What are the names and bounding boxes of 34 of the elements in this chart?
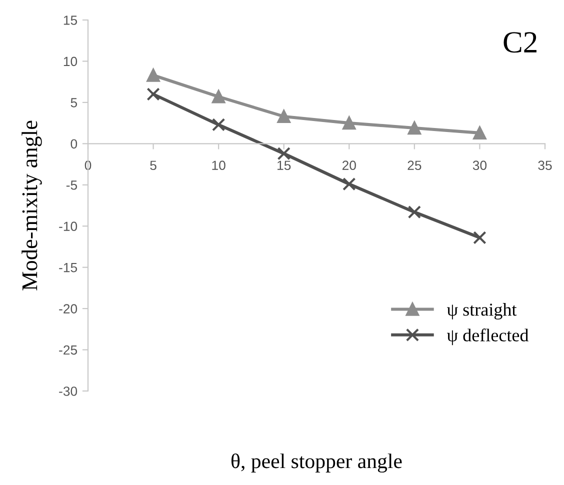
x-axis-title: θ, peel stopper angle xyxy=(231,453,402,473)
y-tick-label: -15 xyxy=(59,263,78,272)
y-tick-label: 0 xyxy=(70,139,78,149)
point xyxy=(212,118,226,132)
y-tick-label: -20 xyxy=(59,304,78,314)
point xyxy=(277,110,290,124)
x-tick-label: 20 xyxy=(342,160,356,170)
x-tick-label: 15 xyxy=(278,160,291,170)
point xyxy=(473,231,486,244)
point xyxy=(342,116,356,130)
point xyxy=(277,146,290,160)
point xyxy=(146,68,160,82)
x-tick-label: 5 xyxy=(150,160,156,170)
y-tick-label: -10 xyxy=(59,222,78,232)
y-tick-label: 5 xyxy=(70,98,78,108)
y-tick-label: 15 xyxy=(64,16,78,25)
point xyxy=(342,177,356,191)
y-tick-label: -5 xyxy=(66,180,78,190)
point xyxy=(212,90,226,104)
legend-label: ψ straight xyxy=(447,303,517,320)
y-axis-title: Mode-mixity angle xyxy=(22,120,42,290)
x-tick-label: 30 xyxy=(472,160,487,170)
y-tick-label: -30 xyxy=(59,386,78,396)
point xyxy=(408,121,422,135)
point xyxy=(146,88,160,101)
y-tick-label: 10 xyxy=(64,56,78,66)
x-tick-label: 10 xyxy=(212,160,226,170)
legend-label: ψ deflected xyxy=(447,328,529,346)
annotation: C2 xyxy=(504,32,536,53)
x-tick-label: 25 xyxy=(408,160,422,170)
x-tick-label: 35 xyxy=(538,160,552,170)
point xyxy=(473,126,486,140)
point xyxy=(408,205,422,219)
y-tick-label: -25 xyxy=(59,345,78,355)
